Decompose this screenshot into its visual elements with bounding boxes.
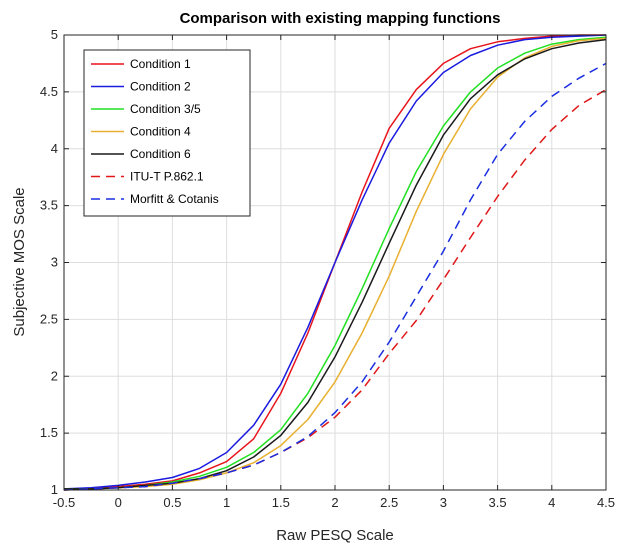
legend-label-6: ITU-T P.862.1: [130, 170, 204, 184]
x-tick-label: 2: [331, 495, 338, 510]
x-tick-label: 3.5: [489, 495, 507, 510]
x-tick-label: -0.5: [53, 495, 75, 510]
series-lines: [63, 34, 607, 491]
x-tick-label: 1.5: [272, 495, 290, 510]
series-line-7: [63, 62, 607, 491]
y-tick-label: 4: [51, 141, 58, 156]
y-tick-label: 3.5: [40, 198, 58, 213]
x-tick-label: 1: [223, 495, 230, 510]
legend: Condition 1 Condition 2 Condition 3/5 Condi…: [83, 49, 251, 217]
x-tick-label: 3: [440, 495, 447, 510]
legend-label-2: Condition 2: [130, 80, 191, 94]
y-axis-label: Subjective MOS Scale: [11, 187, 28, 336]
legend-label-7: Morfitt & Cotanis: [130, 192, 219, 206]
y-tick-label: 1: [51, 482, 58, 497]
legend-label-4: Condition 4: [130, 125, 191, 139]
y-tick-label: 2.5: [40, 311, 58, 326]
legend-label-5: Condition 6: [130, 147, 191, 161]
x-tick-label: 0.5: [163, 495, 181, 510]
series-line-5: [64, 38, 607, 490]
legend-label-1: Condition 1: [130, 57, 191, 71]
y-tick-label: 3: [51, 255, 58, 270]
x-axis-label: Raw PESQ Scale: [276, 527, 394, 544]
chart-title: Comparison with existing mapping functio…: [180, 10, 501, 27]
x-tick-label: 2.5: [380, 495, 398, 510]
y-tick-label: 2: [51, 368, 58, 383]
x-tick-label: 4.5: [597, 495, 615, 510]
legend-label-3: Condition 3/5: [130, 102, 201, 116]
y-tick-label: 1.5: [40, 425, 58, 440]
y-tick-label: 5: [51, 27, 58, 42]
x-tick-label: 4: [548, 495, 555, 510]
y-tick-label: 4.5: [40, 84, 58, 99]
legend-box: [83, 49, 251, 217]
x-tick-label: 0: [115, 495, 122, 510]
series-line-2: [63, 34, 607, 490]
axis-ticks: -0.5 0 0.5 1 1.5 2 2.5 3 3.5 4 4.5 1 1.5 2 2.5 3 3.5 4 4.5…: [40, 27, 615, 510]
